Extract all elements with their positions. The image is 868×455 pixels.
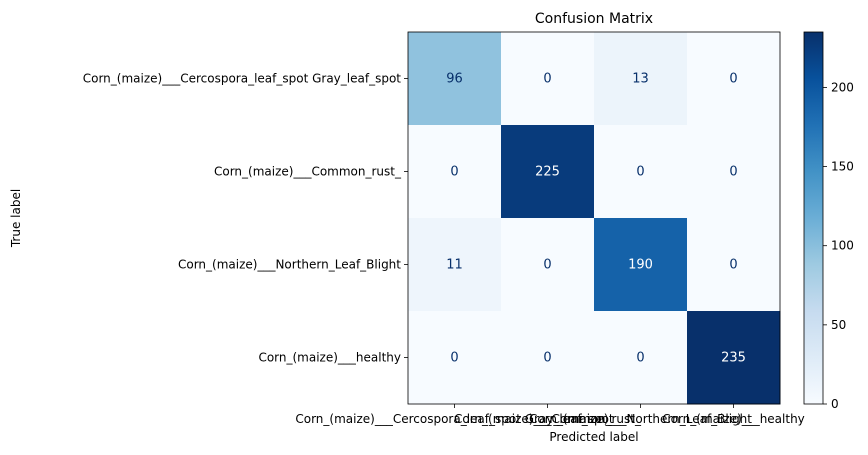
cell-value-label: 0 — [729, 165, 737, 180]
x-axis-ticks: Corn_(maize)___Cercospora_leaf_spot Gray… — [295, 404, 805, 426]
cell-value-label: 235 — [721, 351, 746, 366]
cell-value-label: 0 — [543, 72, 551, 87]
heatmap-cell — [594, 32, 688, 126]
y-axis-ticks: Corn_(maize)___Cercospora_leaf_spot Gray… — [83, 72, 408, 365]
y-tick-label: Corn_(maize)___healthy — [258, 351, 401, 365]
heatmap-cell — [501, 32, 595, 126]
cell-value-label: 0 — [636, 351, 644, 366]
x-tick-label: Corn_(maize)___Common_rust_ — [454, 412, 642, 426]
cell-value-label: 13 — [632, 72, 649, 87]
heatmap-cell — [408, 32, 502, 126]
colorbar-tick-label: 100 — [831, 239, 854, 253]
chart-title: Confusion Matrix — [535, 11, 653, 27]
cell-value-label: 0 — [543, 351, 551, 366]
cell-value-label: 225 — [535, 165, 560, 180]
heatmap-cells — [408, 32, 781, 405]
cell-value-label: 0 — [729, 258, 737, 273]
colorbar-ticks: 0 50 100 150 200 — [823, 80, 854, 411]
x-tick-label: Corn_(maize)___Northern_Leaf_Blight — [529, 412, 752, 426]
cell-value-label: 96 — [446, 72, 463, 87]
heatmap-frame — [407, 31, 781, 405]
x-tick-label: Corn_(maize)___Cercospora_leaf_spot Gray… — [295, 412, 614, 426]
cell-value-label: 0 — [450, 165, 458, 180]
heatmap-cell — [594, 218, 688, 312]
y-tick-label: Corn_(maize)___Cercospora_leaf_spot Gray… — [83, 72, 402, 86]
heatmap-cell — [501, 311, 595, 405]
colorbar-tick-label: 0 — [831, 397, 839, 411]
cell-value-label: 190 — [628, 258, 653, 273]
colorbar-tick-label: 150 — [831, 160, 854, 174]
heatmap-cell — [408, 311, 502, 405]
heatmap-cell — [687, 311, 781, 405]
heatmap-cell — [501, 218, 595, 312]
y-tick-label: Corn_(maize)___Northern_Leaf_Blight — [178, 258, 401, 272]
y-axis-label: True label — [9, 189, 23, 248]
heatmap-cell — [687, 218, 781, 312]
cell-value-label: 0 — [450, 351, 458, 366]
heatmap-cell — [408, 125, 502, 219]
y-tick-label: Corn_(maize)___Common_rust_ — [214, 165, 402, 179]
x-axis-label: Predicted label — [549, 430, 638, 444]
heatmap-cell — [594, 311, 688, 405]
heatmap-cell — [687, 32, 781, 126]
cell-value-label: 0 — [543, 258, 551, 273]
colorbar-tick-label: 50 — [831, 318, 846, 332]
x-tick-label: Corn_(maize)___healthy — [662, 412, 805, 426]
heatmap-cell — [687, 125, 781, 219]
heatmap-cell — [408, 218, 502, 312]
heatmap-cell — [501, 125, 595, 219]
heatmap-cell-labels: 96 0 13 0 0 225 0 0 11 0 190 0 0 0 0 235 — [446, 72, 746, 366]
heatmap-cell — [594, 125, 688, 219]
cell-value-label: 0 — [729, 72, 737, 87]
cell-value-label: 0 — [636, 165, 644, 180]
colorbar-tick-label: 200 — [831, 80, 854, 94]
colorbar — [803, 31, 824, 405]
cell-value-label: 11 — [446, 258, 463, 273]
